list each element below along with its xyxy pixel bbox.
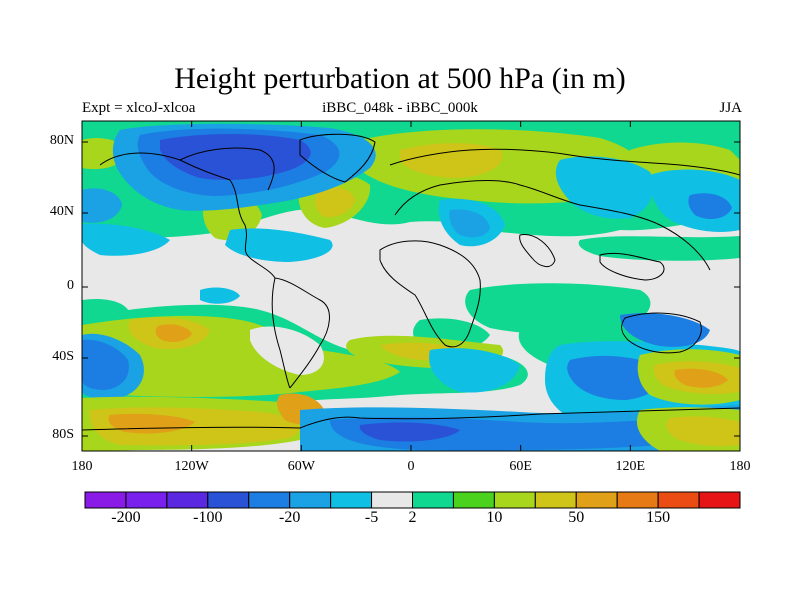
- colorbar-label: -20: [279, 509, 301, 526]
- colorbar-swatch: [84, 491, 127, 509]
- colorbar-swatch: [166, 491, 209, 509]
- experiment-label: Expt = xlcoJ-xlcoa: [82, 100, 196, 116]
- australia-coastline: [621, 312, 702, 354]
- indonesia-coastline: [599, 252, 665, 281]
- lon-tick-label: 120W: [174, 459, 209, 474]
- colorbar-swatch: [412, 491, 454, 509]
- colorbar-label: 2: [408, 509, 417, 526]
- lon-tick-label: 0: [407, 459, 415, 474]
- colorbar-label: 50: [568, 509, 585, 526]
- contour-field: [82, 121, 740, 451]
- lat-tick-label: 40S: [52, 349, 74, 364]
- lon-tick-label: 180: [729, 459, 751, 474]
- colorbar-swatch: [698, 491, 741, 509]
- colorbar-swatch: [330, 491, 373, 509]
- lat-tick-label: 0: [67, 278, 74, 293]
- colorbar-label: 10: [486, 509, 503, 526]
- run-comparison-label: iBBC_048k - iBBC_000k: [322, 100, 478, 116]
- india-coastline: [519, 234, 556, 267]
- axis-ticks: [81, 121, 741, 451]
- colorbar-swatch: [207, 491, 250, 509]
- canada-coastline: [179, 147, 275, 191]
- lat-tick-label: 80N: [49, 133, 74, 148]
- lon-tick-label: 180: [71, 459, 93, 474]
- colorbar-swatch: [616, 491, 659, 509]
- colorbar-swatch: [493, 491, 536, 509]
- north-america-coastline: [99, 152, 276, 279]
- antarctica-coastline: [82, 407, 740, 431]
- colorbar-swatch: [575, 491, 618, 509]
- colorbar-swatch: [534, 491, 577, 509]
- colorbar-label: 150: [646, 509, 671, 526]
- lon-tick-label: 120E: [615, 459, 646, 474]
- colorbar-swatch: [657, 491, 700, 509]
- south-america-coastline: [274, 277, 330, 389]
- colorbar-swatch: [371, 491, 413, 509]
- south-america-west-coastline: [271, 277, 291, 389]
- colorbar-label: -200: [111, 509, 141, 526]
- lat-tick-label: 80S: [52, 427, 74, 442]
- colorbar-swatch: [125, 491, 168, 509]
- africa-coastline: [379, 240, 481, 348]
- lon-tick-label: 60W: [287, 459, 315, 474]
- map-title: Height perturbation at 500 hPa (in m): [174, 62, 626, 95]
- colorbar-swatch: [452, 491, 495, 509]
- coastlines: [82, 133, 740, 431]
- lat-tick-label: 40N: [49, 204, 74, 219]
- season-label: JJA: [719, 100, 742, 116]
- arctic-coastline: [389, 148, 740, 176]
- colorbar-swatch: [289, 491, 332, 509]
- lon-tick-label: 60E: [509, 459, 532, 474]
- greenland-coastline: [299, 133, 376, 183]
- colorbar-label: -5: [364, 509, 379, 526]
- colorbar-label: -100: [193, 509, 223, 526]
- colorbar-swatch: [248, 491, 291, 509]
- eurasia-coastline: [394, 180, 711, 271]
